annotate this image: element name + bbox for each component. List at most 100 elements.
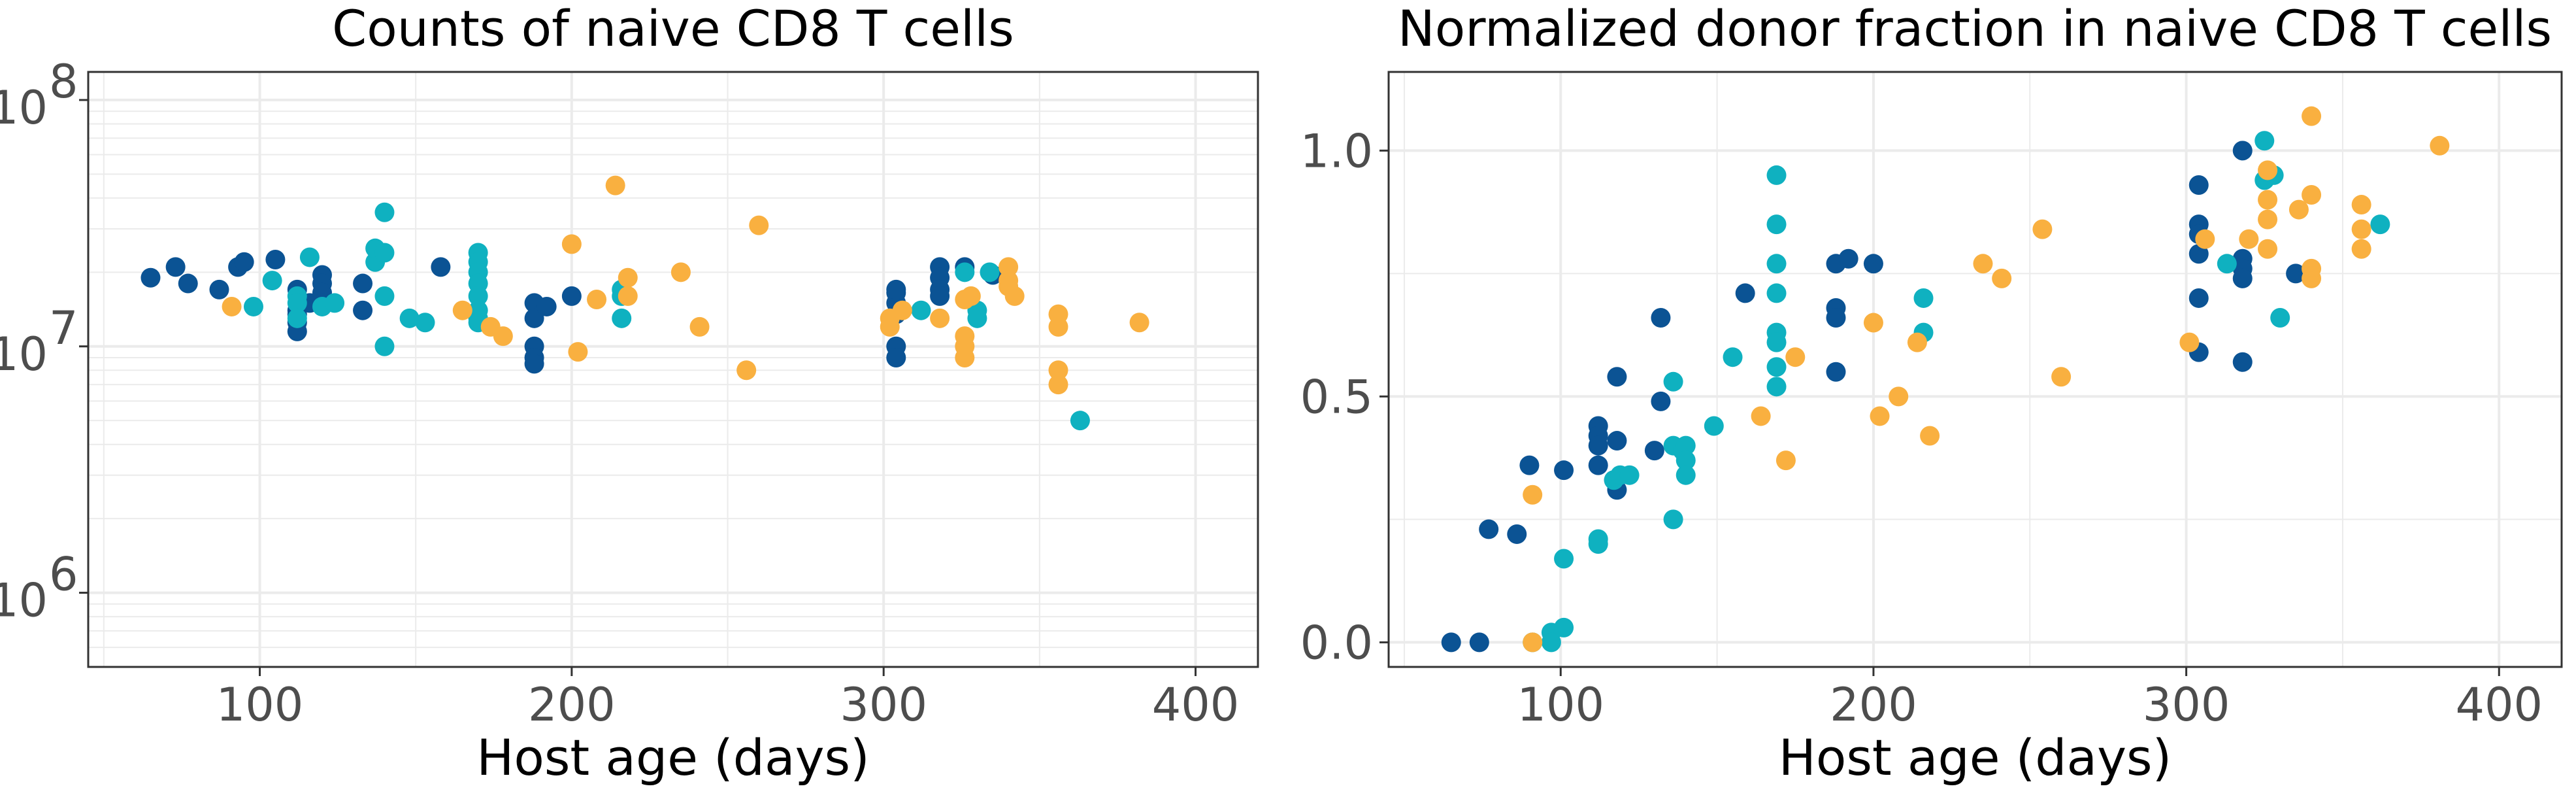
- x-tick-label: 200: [1830, 678, 1917, 732]
- data-point: [374, 336, 395, 356]
- data-point: [2179, 332, 2200, 352]
- data-point: [1554, 549, 1574, 569]
- data-point: [1676, 450, 1696, 471]
- data-point: [222, 296, 242, 316]
- data-point: [1048, 375, 1068, 395]
- data-point: [1785, 347, 1806, 367]
- data-point: [524, 308, 544, 328]
- data-point: [886, 279, 906, 299]
- data-point: [2270, 308, 2290, 328]
- data-point: [2258, 239, 2278, 259]
- x-tick-label: 100: [216, 678, 304, 732]
- data-point: [1070, 411, 1090, 431]
- data-point: [1676, 465, 1696, 485]
- data-point: [399, 308, 420, 328]
- data-point: [1048, 316, 1068, 337]
- data-point: [930, 286, 950, 306]
- series-1: [1441, 141, 2306, 653]
- data-point: [886, 347, 906, 367]
- data-point: [325, 293, 345, 313]
- data-point: [670, 262, 691, 282]
- data-point: [1004, 286, 1025, 306]
- data-point: [2351, 219, 2371, 239]
- data-point: [1735, 283, 1755, 303]
- data-point: [2195, 229, 2215, 249]
- data-point: [1588, 455, 1608, 475]
- data-point: [524, 354, 544, 374]
- data-point: [2188, 175, 2209, 195]
- x-tick-label: 300: [840, 678, 927, 732]
- data-point: [1644, 441, 1664, 461]
- data-point: [1907, 332, 1927, 352]
- data-point: [2258, 209, 2278, 230]
- data-point: [689, 316, 710, 337]
- data-point: [1607, 431, 1627, 451]
- data-point: [1913, 288, 1934, 308]
- x-tick-label: 400: [1152, 678, 1240, 732]
- data-point: [1651, 308, 1671, 328]
- data-point: [262, 271, 282, 291]
- series-3: [222, 175, 1149, 395]
- data-point: [1663, 371, 1683, 392]
- data-point: [2351, 195, 2371, 215]
- panel-2: 100 200 300 400 0.0 0.5 1.0 Normalized donor fr…: [1300, 0, 2563, 787]
- data-point: [287, 293, 307, 313]
- y-tick-label: 10: [0, 574, 48, 628]
- data-point: [1554, 460, 1574, 481]
- data-point: [2288, 199, 2309, 220]
- data-point: [961, 286, 981, 306]
- data-point: [178, 273, 198, 294]
- data-point: [1704, 416, 1724, 436]
- data-point: [1973, 254, 1993, 274]
- data-point: [1523, 632, 1543, 653]
- y-tick-exponent: 6: [49, 548, 78, 602]
- data-point: [612, 308, 632, 328]
- data-point: [2232, 141, 2253, 161]
- data-point: [493, 326, 513, 347]
- data-point: [1469, 632, 1489, 653]
- data-point: [1920, 426, 1940, 446]
- data-point: [955, 262, 975, 282]
- data-point: [568, 342, 588, 362]
- data-point: [165, 257, 186, 277]
- data-point: [374, 243, 395, 263]
- data-point: [955, 347, 975, 367]
- chart-title: Counts of naive CD8 T cells: [332, 0, 1014, 58]
- chart-title: Normalized donor fraction in naive CD8 T…: [1398, 0, 2552, 58]
- data-point: [1523, 484, 1543, 505]
- x-tick-label: 100: [1517, 678, 1604, 732]
- x-axis-label: Host age (days): [1779, 728, 2172, 787]
- y-tick-label: 10: [0, 328, 48, 381]
- data-point: [234, 252, 254, 272]
- data-point: [618, 286, 638, 306]
- data-point: [2032, 219, 2053, 239]
- data-point: [999, 257, 1019, 277]
- data-point: [2217, 254, 2237, 274]
- data-point: [468, 286, 488, 306]
- data-point: [2188, 288, 2209, 308]
- data-point: [2286, 264, 2306, 284]
- data-point: [1766, 357, 1787, 377]
- data-point: [1766, 377, 1787, 397]
- data-point: [1838, 248, 1858, 269]
- data-point: [353, 300, 373, 320]
- data-point: [1889, 386, 1909, 407]
- data-point: [1723, 347, 1743, 367]
- data-point: [1775, 450, 1796, 471]
- data-point: [911, 300, 931, 320]
- series-3: [1523, 106, 2450, 653]
- data-point: [2232, 352, 2253, 372]
- data-point: [1607, 367, 1627, 387]
- data-point: [299, 247, 320, 267]
- data-point: [1870, 406, 1890, 426]
- data-point: [561, 234, 582, 254]
- data-point: [980, 262, 1000, 282]
- data-point: [265, 250, 286, 270]
- data-point: [2351, 239, 2371, 259]
- data-point: [1766, 283, 1787, 303]
- series-4: [1070, 411, 1090, 431]
- data-point: [374, 202, 395, 222]
- data-point: [1826, 308, 1846, 328]
- data-point: [1766, 214, 1787, 235]
